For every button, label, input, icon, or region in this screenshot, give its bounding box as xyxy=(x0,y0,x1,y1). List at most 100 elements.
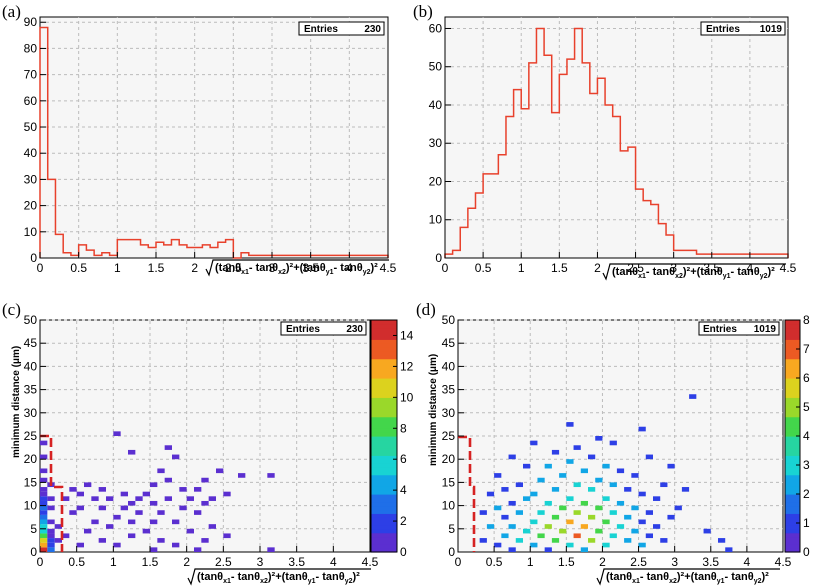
x-tick-label: 4.5 xyxy=(380,261,397,275)
x-tick-label: 4 xyxy=(744,555,751,569)
panel-c-stats-label: Entries xyxy=(286,324,320,335)
heatmap-cell xyxy=(128,519,136,525)
heatmap-cell xyxy=(624,487,632,492)
color-scale-label: 5 xyxy=(803,400,810,414)
x-tick-label: 4 xyxy=(330,555,337,569)
heatmap-cell xyxy=(508,524,516,529)
heatmap-cell xyxy=(530,519,538,525)
heatmap-cell xyxy=(638,542,646,548)
y-tick-label: 30 xyxy=(24,172,38,186)
panel-a-stats-box xyxy=(298,21,385,36)
heatmap-cell xyxy=(157,510,165,515)
x-tick-label: 3 xyxy=(671,555,678,569)
color-scale-band xyxy=(371,331,397,337)
heatmap-cell xyxy=(616,468,625,474)
svg-text:(tanθx1- tanθx2)²+(tanθy1- tan: (tanθx1- tanθx2)²+(tanθy1- tanθy2)² xyxy=(612,266,775,280)
heatmap-cell xyxy=(194,547,202,552)
y-tick-label: 0 xyxy=(448,545,455,559)
heatmap-cell xyxy=(194,487,202,492)
color-scale-band xyxy=(785,544,800,549)
x-tick-label: 1.5 xyxy=(142,555,159,569)
heatmap-cell xyxy=(566,459,574,464)
heatmap-cell xyxy=(638,519,646,525)
heatmap-cell xyxy=(530,440,538,446)
heatmap-cell xyxy=(47,547,55,552)
x-tick-label: 0 xyxy=(455,555,462,569)
panel-c-stats-box xyxy=(280,321,367,336)
heatmap-cell xyxy=(638,426,646,432)
heatmap-cell xyxy=(566,542,574,548)
color-scale-frame xyxy=(370,319,398,553)
color-scale-band xyxy=(785,486,800,491)
color-scale-band xyxy=(371,327,397,333)
y-tick-label: 20 xyxy=(442,452,456,466)
svg-text:(tanθx1- tanθx2)²+(tanθy1- tan: (tanθx1- tanθx2)²+(tanθy1- tanθy2)² xyxy=(606,571,769,585)
panel-a-histogram-line xyxy=(39,26,389,259)
color-scale-label: 12 xyxy=(400,359,414,373)
heatmap-cell xyxy=(551,514,560,520)
x-tick-label: 0.5 xyxy=(68,555,85,569)
heatmap-cell xyxy=(40,510,48,515)
x-tick-label: 0 xyxy=(37,555,44,569)
heatmap-cell xyxy=(69,487,77,492)
y-tick-label: 0 xyxy=(435,251,442,265)
color-scale-band xyxy=(785,401,800,406)
heatmap-cell xyxy=(523,528,531,534)
color-scale-band xyxy=(785,343,800,348)
heatmap-cell xyxy=(624,538,632,543)
color-scale-band xyxy=(785,478,800,483)
heatmap-cell xyxy=(40,477,48,483)
heatmap-cell xyxy=(703,528,711,534)
color-scale-band xyxy=(371,521,397,526)
color-scale-band xyxy=(371,389,397,395)
y-tick-label: 20 xyxy=(429,174,443,188)
heatmap-cell xyxy=(544,500,552,506)
heatmap-cell xyxy=(216,468,224,474)
heatmap-cell xyxy=(718,538,726,543)
color-scale-band xyxy=(371,366,397,371)
panel-a-frame xyxy=(39,16,389,259)
heatmap-cell xyxy=(537,510,545,515)
heatmap-cell xyxy=(128,449,136,455)
heatmap-cell xyxy=(120,505,128,511)
y-tick-label: 25 xyxy=(24,429,38,443)
panel-d-x-axis-title: (tanθx1- tanθx2)²+(tanθy1- tanθy2)² xyxy=(596,568,780,586)
color-scale-band xyxy=(785,428,800,433)
color-scale-label: 3 xyxy=(803,458,810,472)
y-tick-label: 45 xyxy=(24,336,38,350)
color-scale-band xyxy=(785,443,800,449)
y-tick-label: 90 xyxy=(24,15,38,29)
heatmap-cell xyxy=(588,487,596,492)
heatmap-cell xyxy=(157,538,165,543)
color-scale-label: 4 xyxy=(803,429,810,443)
color-scale-band xyxy=(371,451,397,456)
color-scale-band xyxy=(371,393,397,398)
heatmap-cell xyxy=(609,482,617,488)
panel-d-tag: (d) xyxy=(416,300,436,319)
x-tick-label: 1 xyxy=(527,555,534,569)
panel-d-cut-line xyxy=(458,435,476,552)
heatmap-cell xyxy=(40,519,48,525)
y-tick-label: 30 xyxy=(429,136,443,150)
color-scale-band xyxy=(371,405,397,410)
color-scale-band xyxy=(785,354,800,360)
x-tick-label: 0.5 xyxy=(486,555,503,569)
x-tick-label: 4.5 xyxy=(775,555,792,569)
color-scale-label: 10 xyxy=(400,390,414,404)
color-scale-band xyxy=(371,362,397,367)
y-tick-label: 45 xyxy=(442,336,456,350)
heatmap-cell xyxy=(172,454,180,460)
heatmap-cell xyxy=(588,454,596,460)
heatmap-cell xyxy=(40,542,48,548)
heatmap-cell xyxy=(479,510,487,515)
x-tick-label: 2.5 xyxy=(630,555,647,569)
color-scale-band xyxy=(371,474,397,480)
heatmap-cell xyxy=(157,468,165,474)
color-scale-band xyxy=(371,335,397,340)
x-tick-label: 1.5 xyxy=(148,261,165,275)
heatmap-cell xyxy=(194,510,202,515)
heatmap-cell xyxy=(62,496,70,501)
panel-b-frame xyxy=(444,16,789,259)
heatmap-cell xyxy=(573,533,581,539)
heatmap-cell xyxy=(624,514,632,520)
